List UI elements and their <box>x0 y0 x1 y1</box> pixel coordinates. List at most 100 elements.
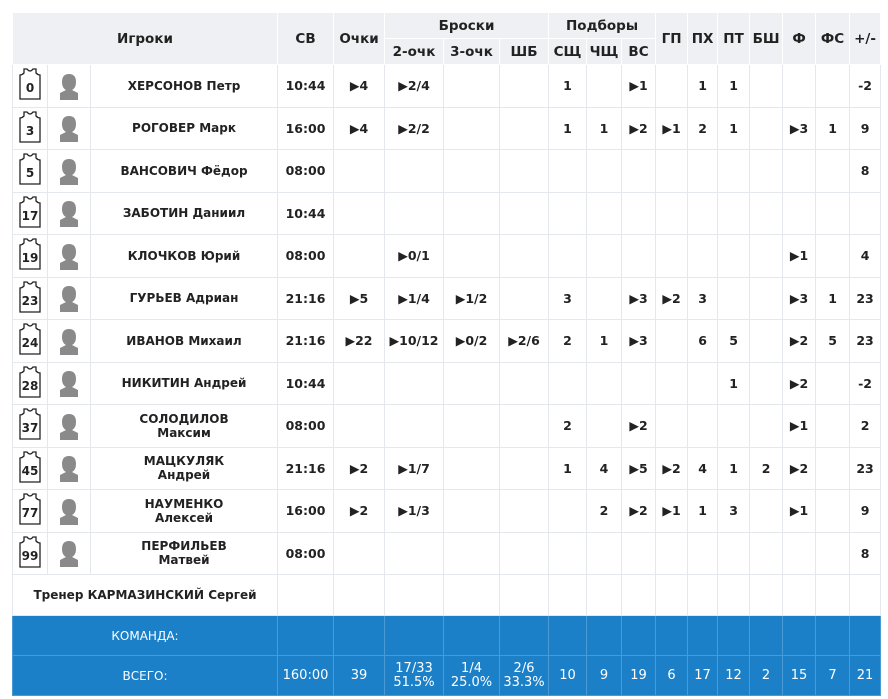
jersey-cell: 99 <box>12 531 48 575</box>
stat-cell: ▶2 <box>782 361 817 405</box>
header-cell: 3-очк <box>443 38 501 65</box>
player-row: 3 РОГОВЕР Марк 16:00 ▶4 ▶2/2 1 1 ▶2 ▶1 2 1 ▶3 1 9 <box>12 106 882 150</box>
avatar-cell <box>47 446 91 490</box>
player-name: ИВАНОВ Михаил <box>89 319 279 363</box>
stat-cell <box>782 191 817 235</box>
header-cell: ПХ <box>687 12 719 65</box>
stat-cell <box>333 531 386 575</box>
stat-cell: ▶22 <box>333 319 386 363</box>
player-name: МАЦКУЛЯК Андрей <box>89 446 279 490</box>
stat-cell <box>499 149 550 193</box>
name-line: ЗАБОТИН Даниил <box>122 206 246 221</box>
player-name: РОГОВЕР Марк <box>89 106 279 150</box>
stat-cell <box>815 489 851 533</box>
stat-cell: 3 <box>548 276 588 320</box>
stat-cell: ▶1 <box>782 234 817 278</box>
jersey-number: 0 <box>26 81 34 95</box>
player-name: ПЕРФИЛЬЕВ Матвей <box>89 531 279 575</box>
jersey-number: 28 <box>22 379 39 393</box>
stat-cell: 21:16 <box>277 446 335 490</box>
header-cell: ПТ <box>717 12 751 65</box>
stat-cell: ▶4 <box>333 106 386 150</box>
stat-cell <box>499 531 550 575</box>
avatar-icon <box>60 286 78 313</box>
table-header: Игроки СВ Очки Броски Подборы ГП ПХ ПТ Б… <box>11 12 882 65</box>
empty-cell <box>443 574 501 616</box>
jersey-cell: 23 <box>12 276 48 320</box>
total-value: 17 <box>694 667 711 683</box>
avatar-icon <box>60 243 78 270</box>
jersey-cell: 0 <box>12 64 48 108</box>
empty-cell <box>548 574 588 616</box>
table-body: 0 ХЕРСОНОВ Петр 10:44 ▶4 ▶2/4 1 ▶1 1 1 -2 3 РОГОВЕР… <box>11 64 882 696</box>
jersey-outline <box>19 536 41 568</box>
stat-cell: 6 <box>687 319 719 363</box>
jersey-icon: 0 <box>19 68 41 100</box>
stat-cell: ▶4 <box>333 64 386 108</box>
stat-cell: ▶1 <box>782 404 817 448</box>
stat-cell <box>687 404 719 448</box>
stat-cell: ▶2/2 <box>384 106 445 150</box>
jersey-outline <box>19 238 41 270</box>
jersey-number: 77 <box>22 506 39 520</box>
stat-cell: 21:16 <box>277 276 335 320</box>
stat-cell <box>782 149 817 193</box>
avatar-shape <box>60 286 78 313</box>
jersey-icon: 23 <box>19 281 41 313</box>
name-line: НИКИТИН Андрей <box>121 376 247 391</box>
jersey-number: 45 <box>22 464 39 478</box>
stat-cell: ▶2 <box>621 404 657 448</box>
avatar-icon <box>60 541 78 568</box>
avatar-shape <box>60 371 78 398</box>
stat-cell <box>548 191 588 235</box>
stat-cell: ▶0/2 <box>443 319 501 363</box>
jersey-number: 24 <box>22 336 39 350</box>
header-cell: ГП <box>655 12 689 65</box>
stat-cell <box>749 319 784 363</box>
stat-cell <box>655 149 689 193</box>
stat-cell: ▶2 <box>655 446 689 490</box>
stat-cell <box>815 191 851 235</box>
stat-cell <box>499 276 550 320</box>
empty-cell <box>586 574 623 616</box>
stat-cell: 2 <box>586 489 623 533</box>
stat-cell: 1 <box>717 361 751 405</box>
avatar-icon <box>60 73 78 100</box>
stat-cell: 16:00 <box>277 106 335 150</box>
jersey-outline <box>19 111 41 143</box>
stat-cell: ▶5 <box>621 446 657 490</box>
total-cell: 1/4 25.0% <box>443 655 501 696</box>
empty-cell <box>548 615 588 656</box>
total-value: 21 <box>856 667 874 683</box>
stat-cell: ▶5 <box>333 276 386 320</box>
stat-cell <box>443 489 501 533</box>
jersey-outline <box>19 408 41 440</box>
name-line: ПЕРФИЛЬЕВ <box>141 539 227 554</box>
stat-cell <box>717 234 751 278</box>
avatar-shape <box>60 328 78 355</box>
stat-cell: 1 <box>586 106 623 150</box>
avatar-icon <box>60 371 78 398</box>
stat-cell <box>586 531 623 575</box>
stat-cell <box>749 276 784 320</box>
stat-cell <box>749 531 784 575</box>
jersey-icon: 77 <box>19 493 41 525</box>
stat-cell <box>333 149 386 193</box>
jersey-icon: 37 <box>19 408 41 440</box>
total-value: 9 <box>599 667 609 683</box>
stat-cell: ▶1/2 <box>443 276 501 320</box>
player-name: ЗАБОТИН Даниил <box>89 191 279 235</box>
stat-cell: 08:00 <box>277 234 335 278</box>
empty-cell <box>782 615 817 656</box>
total-value: 33.3% <box>503 674 545 690</box>
stat-cell <box>548 149 588 193</box>
jersey-icon: 45 <box>19 451 41 483</box>
stat-cell <box>499 446 550 490</box>
total-cell: 10 <box>548 655 588 696</box>
empty-cell <box>849 615 882 656</box>
stat-cell: ▶10/12 <box>384 319 445 363</box>
stat-cell <box>687 531 719 575</box>
avatar-shape <box>60 498 78 525</box>
stat-cell <box>717 149 751 193</box>
stat-cell <box>749 404 784 448</box>
